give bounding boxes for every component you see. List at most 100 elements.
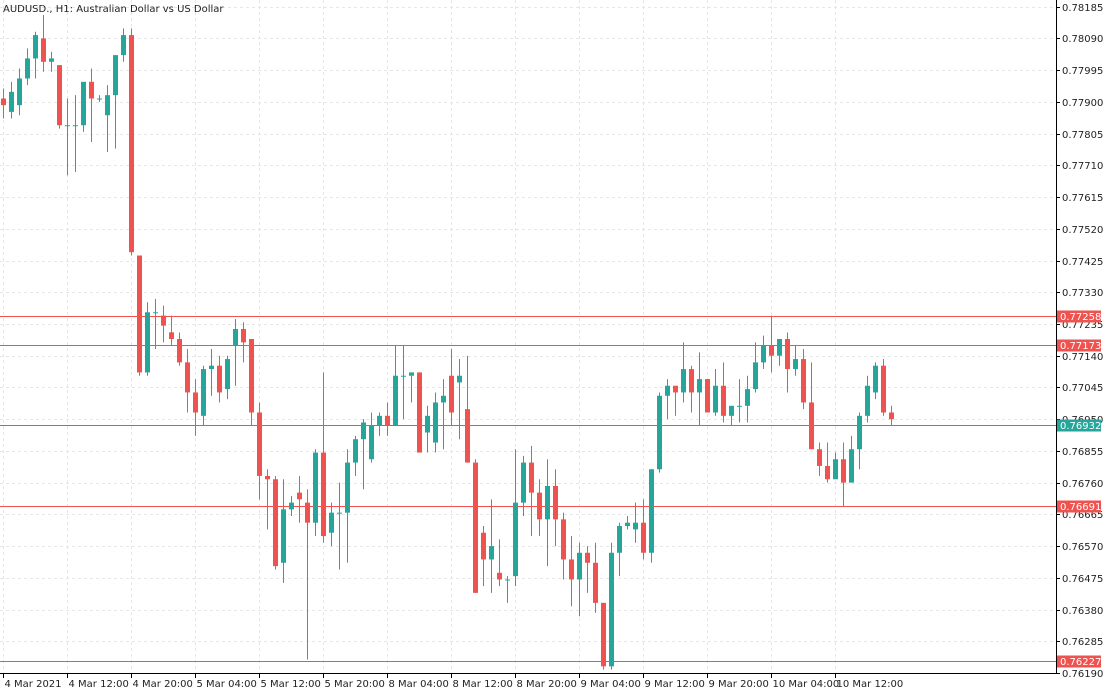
candle-bull bbox=[361, 422, 366, 440]
y-tick-label: 0.76760 bbox=[1062, 479, 1103, 490]
candle-bull bbox=[81, 81, 86, 126]
candle-bear bbox=[825, 465, 830, 480]
x-tick-label: 8 Mar 04:00 bbox=[389, 679, 449, 690]
candle-bear bbox=[601, 602, 606, 667]
candle-bull bbox=[609, 552, 614, 667]
level-price-tag bbox=[1057, 655, 1101, 668]
candle-bull bbox=[409, 372, 414, 376]
candle-bull bbox=[97, 98, 102, 100]
candles bbox=[1, 15, 894, 670]
x-tick-label: 8 Mar 20:00 bbox=[517, 679, 577, 690]
y-tick-label: 0.77235 bbox=[1062, 320, 1103, 331]
candle-bear bbox=[721, 385, 726, 416]
candle-bull bbox=[873, 365, 878, 393]
y-tick-label: 0.77805 bbox=[1062, 130, 1103, 141]
x-tick-label: 5 Mar 20:00 bbox=[325, 679, 385, 690]
candle-bear bbox=[553, 485, 558, 520]
horizontal-levels[interactable] bbox=[0, 316, 1056, 662]
candle-bull bbox=[521, 462, 526, 503]
y-tick-label: 0.78090 bbox=[1062, 34, 1103, 45]
candle-bull bbox=[745, 389, 750, 406]
candle-bear bbox=[265, 475, 270, 480]
x-tick-label: 9 Mar 20:00 bbox=[709, 679, 769, 690]
candle-bull bbox=[329, 512, 334, 533]
candle-bear bbox=[809, 402, 814, 450]
candle-bear bbox=[305, 502, 310, 523]
candle-bull bbox=[9, 91, 14, 112]
candle-bull bbox=[49, 58, 54, 62]
candle-bear bbox=[585, 552, 590, 563]
candle-bull bbox=[65, 125, 70, 127]
candle-bear bbox=[257, 412, 262, 476]
level-price-tag bbox=[1057, 339, 1101, 352]
level-price-label: 0.76932 bbox=[1060, 421, 1101, 432]
candle-bear bbox=[641, 522, 646, 553]
candle-bear bbox=[417, 372, 422, 453]
candle-bull bbox=[105, 95, 110, 116]
x-tick-label: 8 Mar 12:00 bbox=[453, 679, 513, 690]
y-tick-label: 0.77140 bbox=[1062, 352, 1103, 363]
candle-bull bbox=[857, 415, 862, 450]
candle-bull bbox=[281, 509, 286, 563]
candle-bear bbox=[177, 339, 182, 363]
candle-bear bbox=[569, 559, 574, 580]
y-tick-label: 0.78185 bbox=[1062, 3, 1103, 14]
candle-bear bbox=[881, 365, 886, 413]
y-tick-label: 0.76380 bbox=[1062, 606, 1103, 617]
time-axis[interactable]: 4 Mar 2021 4 Mar 12:00 4 Mar 20:00 5 Mar 04… bbox=[3, 673, 904, 690]
candle-bear bbox=[273, 479, 278, 567]
y-tick-label: 0.76285 bbox=[1062, 637, 1103, 648]
candle-bull bbox=[681, 369, 686, 393]
candle-bull bbox=[113, 55, 118, 96]
candle-bull bbox=[513, 502, 518, 577]
candle-bull bbox=[33, 35, 38, 59]
level-price-tag bbox=[1057, 500, 1101, 513]
candle-bull bbox=[649, 469, 654, 553]
timeframe-label: H1: bbox=[56, 4, 73, 15]
candle-bull bbox=[345, 462, 350, 513]
candle-bear bbox=[817, 449, 822, 466]
x-tick-label: 5 Mar 12:00 bbox=[261, 679, 321, 690]
candle-bull bbox=[153, 312, 158, 314]
candle-bull bbox=[289, 502, 294, 510]
symbol-description: Australian Dollar vs US Dollar bbox=[76, 4, 224, 15]
candle-bear bbox=[889, 412, 894, 420]
candle-bull bbox=[25, 58, 30, 79]
candle-bull bbox=[657, 395, 662, 470]
y-tick-label: 0.77425 bbox=[1062, 257, 1103, 268]
level-price-label: 0.77173 bbox=[1060, 341, 1101, 352]
candle-bull bbox=[353, 439, 358, 463]
x-tick-label: 4 Mar 12:00 bbox=[69, 679, 129, 690]
candle-bull bbox=[761, 345, 766, 363]
y-tick-label: 0.77330 bbox=[1062, 288, 1103, 299]
candle-bull bbox=[545, 485, 550, 520]
y-tick-label: 0.76475 bbox=[1062, 574, 1103, 585]
candle-bear bbox=[217, 365, 222, 393]
candle-bear bbox=[249, 339, 254, 413]
candle-bull bbox=[697, 379, 702, 393]
chart-title: AUDUSD., H1: Australian Dollar vs US Dol… bbox=[3, 4, 224, 15]
candle-bull bbox=[17, 78, 22, 106]
x-tick-label: 4 Mar 20:00 bbox=[133, 679, 193, 690]
y-tick-label: 0.77900 bbox=[1062, 98, 1103, 109]
candle-bull bbox=[401, 375, 406, 377]
candle-bear bbox=[321, 452, 326, 537]
candle-bear bbox=[449, 375, 454, 413]
candle-bull bbox=[425, 415, 430, 433]
candle-bull bbox=[457, 375, 462, 383]
candle-bear bbox=[137, 255, 142, 373]
candle-bull bbox=[201, 369, 206, 416]
candle-bull bbox=[209, 365, 214, 370]
x-tick-label: 9 Mar 12:00 bbox=[645, 679, 705, 690]
level-price-labels: 0.77258 0.77173 0.76932 0.76691 0.76227 bbox=[1057, 310, 1101, 668]
y-tick-label: 0.77520 bbox=[1062, 225, 1103, 236]
level-price-label: 0.77258 bbox=[1060, 312, 1101, 323]
candle-bear bbox=[673, 385, 678, 393]
candle-bear bbox=[169, 332, 174, 339]
candle-bear bbox=[1, 98, 6, 106]
candle-bull bbox=[737, 405, 742, 407]
x-tick-label: 10 Mar 04:00 bbox=[773, 679, 840, 690]
